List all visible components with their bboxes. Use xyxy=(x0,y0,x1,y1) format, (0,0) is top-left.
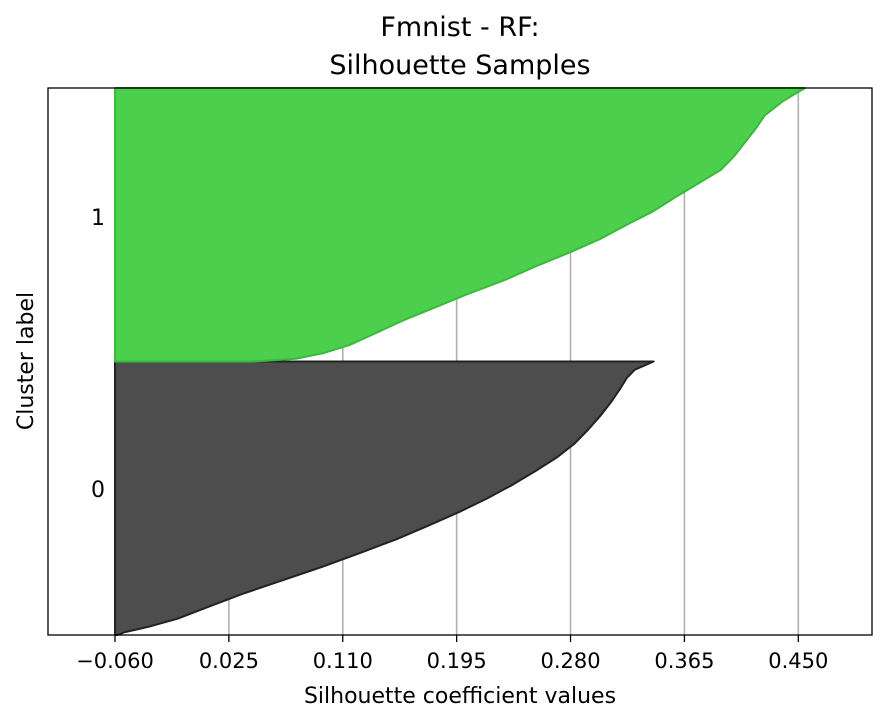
x-tick-label-2: 0.110 xyxy=(313,649,373,673)
x-tick-label-4: 0.280 xyxy=(540,649,600,673)
cluster-label-1: 1 xyxy=(91,206,105,231)
plot-frame xyxy=(47,87,873,636)
x-tick-label-6: 0.450 xyxy=(768,649,828,673)
x-tick-label-0: −0.060 xyxy=(76,649,154,673)
area-layer xyxy=(113,87,807,636)
cluster-label-0: 0 xyxy=(91,478,105,503)
cluster-0-silhouette-area xyxy=(113,360,655,636)
tick-layer: −0.060 0.025 0.110 0.195 0.280 0.365 0.450 xyxy=(76,635,828,673)
x-axis-label: Silhouette coefficient values xyxy=(304,684,616,709)
chart-title-line-2: Silhouette Samples xyxy=(329,50,590,81)
x-tick-label-1: 0.025 xyxy=(199,649,259,673)
x-tick-label-5: 0.365 xyxy=(654,649,714,673)
x-tick-label-3: 0.195 xyxy=(427,649,487,673)
y-axis-label: Cluster label xyxy=(14,292,39,430)
cluster-1-silhouette-area xyxy=(113,87,807,363)
chart-title-line-1: Fmnist - RF: xyxy=(380,12,539,43)
